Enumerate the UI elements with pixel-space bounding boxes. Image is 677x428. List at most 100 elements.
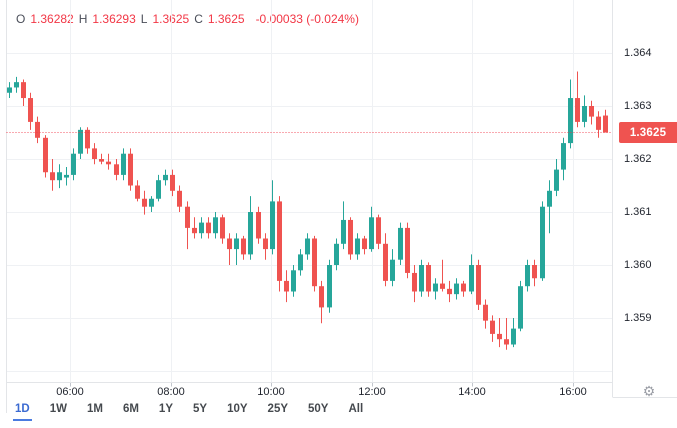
candle <box>28 98 33 122</box>
candle <box>334 243 339 265</box>
candle <box>277 201 282 281</box>
candle <box>362 238 367 250</box>
candle <box>383 243 388 281</box>
candle <box>554 169 559 191</box>
candle <box>220 217 225 239</box>
candle <box>106 161 111 165</box>
candle <box>589 106 594 117</box>
candle <box>433 283 438 292</box>
candle <box>64 174 69 178</box>
candle <box>114 164 119 175</box>
timeframe-button-1y[interactable]: 1Y <box>158 403 173 415</box>
candle <box>227 238 232 250</box>
candle <box>128 153 133 186</box>
timeframe-button-50y[interactable]: 50Y <box>308 403 329 415</box>
candle <box>575 98 580 122</box>
candle <box>92 148 97 159</box>
candle <box>518 286 523 329</box>
candle <box>447 288 452 295</box>
close-label: C <box>194 12 203 26</box>
candle <box>440 283 445 289</box>
time-axis-label: 06:00 <box>56 386 84 398</box>
timeframe-button-6m[interactable]: 6M <box>122 403 139 415</box>
candle <box>149 198 154 207</box>
candle <box>327 265 332 308</box>
candle <box>390 259 395 281</box>
candle <box>199 222 204 234</box>
time-axis-label: 14:00 <box>458 386 486 398</box>
candle <box>57 172 62 181</box>
candle <box>298 254 303 271</box>
high-value: 1.36293 <box>92 12 136 26</box>
low-label: L <box>140 12 148 26</box>
time-axis-label: 12:00 <box>358 386 386 398</box>
close-value: 1.3625 <box>207 12 245 26</box>
open-value: 1.36282 <box>30 12 74 26</box>
candle <box>170 174 175 191</box>
candle <box>348 219 353 255</box>
price-axis-label: 1.364 <box>624 47 652 59</box>
candle <box>177 190 182 207</box>
candle <box>497 333 502 340</box>
candle <box>85 129 90 149</box>
candle <box>50 172 55 181</box>
candle <box>213 217 218 234</box>
candle <box>78 129 83 154</box>
candle <box>476 265 481 305</box>
candle <box>21 82 26 99</box>
candle <box>483 304 488 321</box>
candle <box>312 238 317 287</box>
candle <box>532 265 537 279</box>
open-label: O <box>16 12 26 26</box>
candle <box>121 153 126 175</box>
price-axis-label: 1.360 <box>624 259 652 271</box>
candle <box>596 116 601 130</box>
ohlc-legend: O 1.36282 H 1.36293 L 1.3625 C 1.3625 -0… <box>16 12 359 27</box>
candle <box>319 286 324 308</box>
candle <box>582 106 587 122</box>
settings-gear-icon[interactable]: ⚙ <box>642 383 656 399</box>
time-axis-label: 10:00 <box>257 386 285 398</box>
candle <box>71 153 76 175</box>
price-axis[interactable]: 1.364 1.363 1.362 1.361 1.360 1.359 <box>612 0 677 382</box>
candle <box>419 265 424 292</box>
candle <box>525 265 530 287</box>
candle <box>454 283 459 295</box>
candle <box>7 87 12 93</box>
candle <box>469 265 474 292</box>
price-axis-label: 1.363 <box>624 100 652 112</box>
candle <box>43 137 48 173</box>
price-axis-label: 1.362 <box>624 153 652 165</box>
high-label: H <box>78 12 88 26</box>
candle <box>603 115 608 133</box>
candle <box>376 217 381 244</box>
candle <box>405 227 410 273</box>
candle <box>412 272 417 292</box>
candle <box>14 82 19 88</box>
candle <box>561 143 566 170</box>
change-value: -0.00033 (-0.024%) <box>255 12 359 26</box>
candle <box>540 206 545 279</box>
timeframe-button-10y[interactable]: 10Y <box>227 403 248 415</box>
candle <box>284 280 289 292</box>
candle <box>142 198 147 207</box>
timeframe-button-all[interactable]: All <box>348 403 364 415</box>
timeframe-button-1d[interactable]: 1D <box>13 402 32 421</box>
candle <box>135 185 140 199</box>
candle <box>270 201 275 250</box>
timeframe-selector: 1D 1W 1M 6M 1Y 5Y 10Y 25Y 50Y All <box>13 402 365 421</box>
candle <box>35 121 40 138</box>
candle <box>398 227 403 260</box>
timeframe-button-25y[interactable]: 25Y <box>267 403 289 415</box>
candle <box>490 320 495 334</box>
timeframe-button-5y[interactable]: 5Y <box>193 403 208 415</box>
time-axis-label: 08:00 <box>157 386 185 398</box>
timeframe-button-1m[interactable]: 1M <box>86 403 103 415</box>
candle <box>547 190 552 207</box>
candle <box>369 217 374 250</box>
timeframe-button-1w[interactable]: 1W <box>49 403 67 415</box>
candle <box>256 212 261 239</box>
time-axis[interactable]: 06:00 08:00 10:00 12:00 14:00 16:00 <box>0 383 612 399</box>
